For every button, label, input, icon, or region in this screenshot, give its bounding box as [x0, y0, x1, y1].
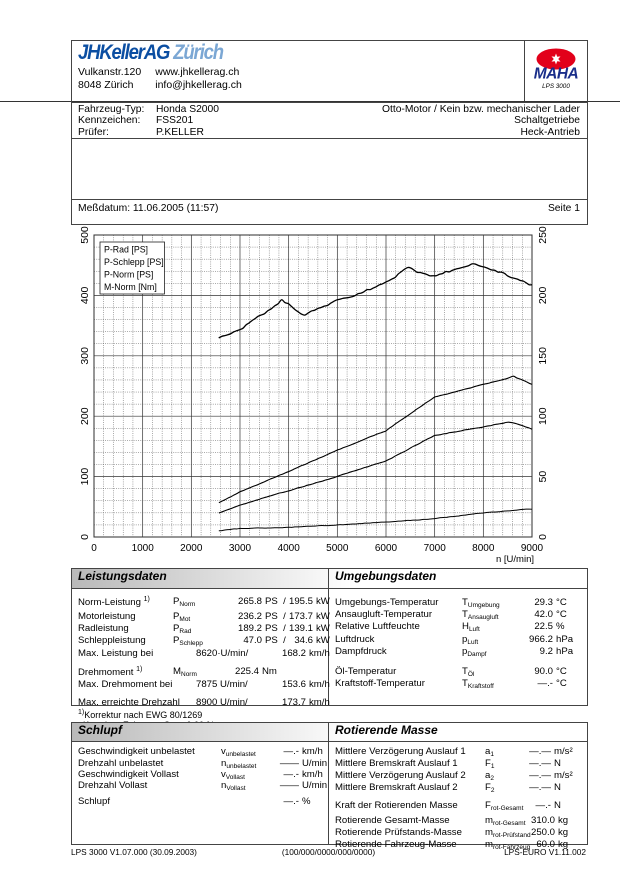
svg-text:1000: 1000	[132, 543, 155, 554]
svg-text:150: 150	[537, 347, 549, 365]
svg-text:P-Schlepp [PS]: P-Schlepp [PS]	[104, 257, 164, 267]
svg-text:0: 0	[537, 534, 549, 540]
svg-text:P-Norm [PS]: P-Norm [PS]	[104, 270, 153, 280]
svg-text:8000: 8000	[472, 543, 495, 554]
svg-text:3000: 3000	[229, 543, 252, 554]
svg-text:0: 0	[91, 543, 97, 554]
svg-text:5000: 5000	[326, 543, 349, 554]
svg-text:6000: 6000	[375, 543, 398, 554]
svg-text:50: 50	[537, 471, 549, 483]
svg-text:400: 400	[79, 286, 91, 304]
svg-text:250: 250	[537, 226, 549, 244]
svg-text:300: 300	[79, 347, 91, 365]
svg-text:2000: 2000	[180, 543, 203, 554]
svg-text:0: 0	[79, 534, 91, 540]
svg-text:9000: 9000	[521, 543, 544, 554]
svg-text:P-Rad [PS]: P-Rad [PS]	[104, 245, 148, 255]
svg-text:7000: 7000	[424, 543, 447, 554]
svg-text:100: 100	[79, 468, 91, 486]
svg-text:100: 100	[537, 407, 549, 425]
svg-text:200: 200	[79, 407, 91, 425]
svg-text:M-Norm [Nm]: M-Norm [Nm]	[104, 282, 157, 292]
svg-text:n [U/min]: n [U/min]	[496, 554, 534, 565]
svg-text:500: 500	[79, 226, 91, 244]
svg-text:4000: 4000	[278, 543, 301, 554]
svg-text:200: 200	[537, 286, 549, 304]
